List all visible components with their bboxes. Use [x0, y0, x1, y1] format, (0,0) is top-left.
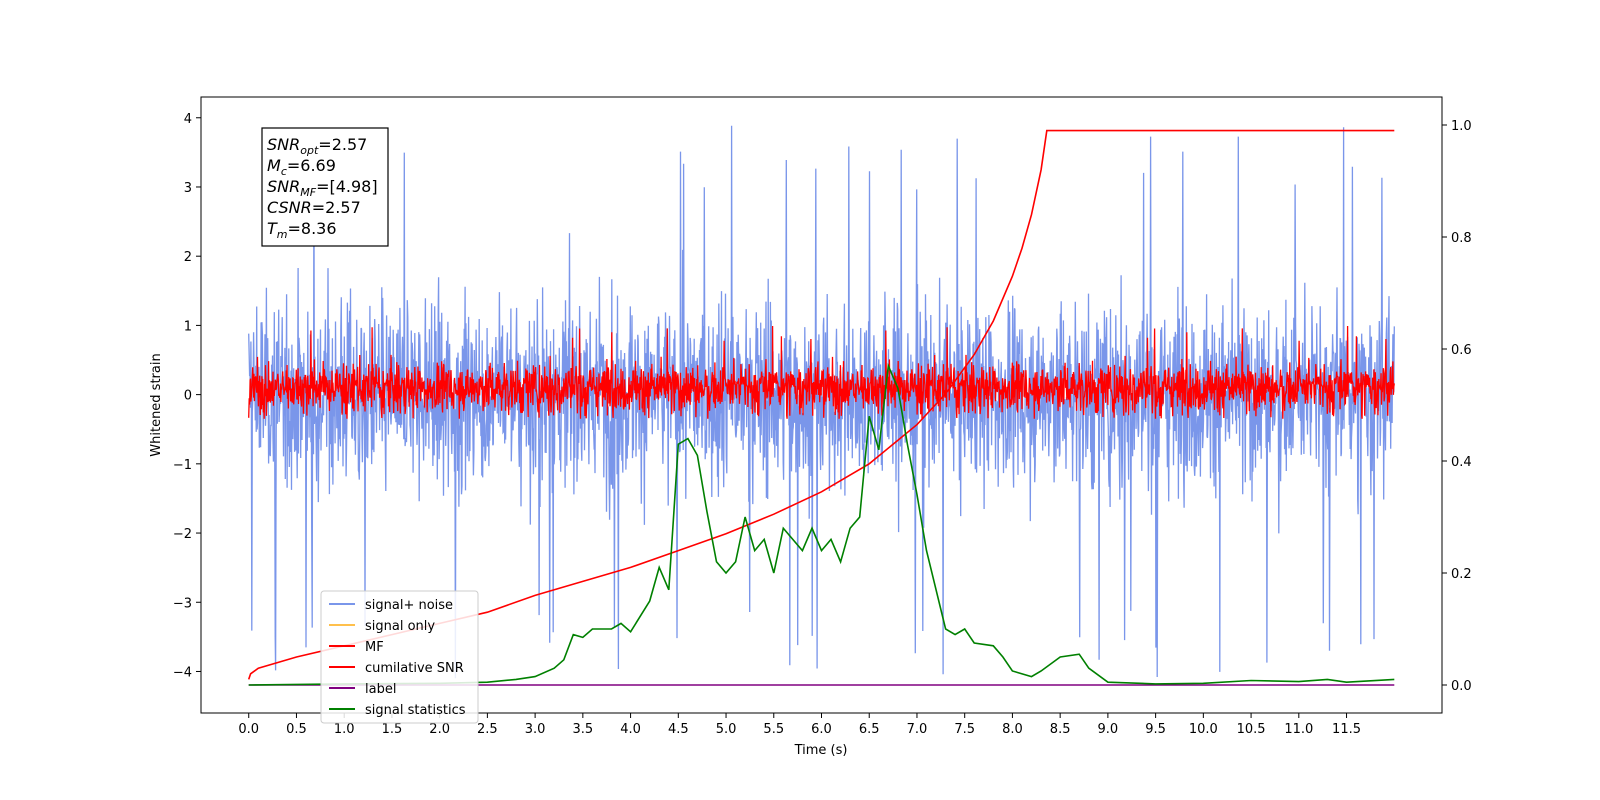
x-tick-label: 10.0	[1189, 722, 1218, 737]
legend-label: label	[365, 682, 396, 697]
y-tick-label: −2	[173, 527, 192, 542]
series-mf	[248, 325, 1395, 419]
y-tick-label: −4	[173, 665, 192, 680]
y-tick-label: 0	[184, 389, 192, 404]
axes: 0.0 0.5 1.0 1.5 2.0 2.5 3.0 3.5 4.0 4.5 5.0 5.5 6.0 6…	[173, 112, 1472, 737]
x-tick-label: 6.0	[811, 722, 832, 737]
x-tick-label: 7.5	[954, 722, 975, 737]
y2-tick-label: 0.2	[1451, 567, 1472, 582]
annotation-line: Mc=6.69	[267, 156, 336, 178]
y2-tick-label: 1.0	[1451, 119, 1472, 134]
annotation-line: CSNR=2.57	[267, 198, 361, 217]
x-tick-label: 5.5	[763, 722, 784, 737]
x-tick-label: 10.5	[1237, 722, 1266, 737]
x-tick-label: 6.5	[859, 722, 880, 737]
legend-label: cumilative SNR	[365, 661, 464, 676]
y2-tick-label: 0.0	[1451, 679, 1472, 694]
y-axis-label: Whitened strain	[149, 353, 164, 456]
y-tick-label: 4	[184, 112, 192, 127]
x-tick-label: 2.0	[429, 722, 450, 737]
x-tick-label: 8.0	[1002, 722, 1023, 737]
y-tick-label: 3	[184, 181, 192, 196]
series-line-mf	[248, 325, 1395, 419]
legend-label: MF	[365, 640, 384, 655]
x-tick-label: 1.0	[334, 722, 355, 737]
y-tick-label: −1	[173, 458, 192, 473]
x-tick-label: 3.5	[573, 722, 594, 737]
y-tick-label: 1	[184, 319, 192, 334]
x-tick-label: 0.5	[286, 722, 307, 737]
annotation-line: Tm=8.36	[267, 219, 337, 241]
x-tick-label: 1.5	[382, 722, 403, 737]
x-tick-label: 2.5	[477, 722, 498, 737]
x-axis-label: Time (s)	[794, 743, 848, 758]
annotation-line: SNRMF=[4.98]	[267, 177, 378, 199]
annotation-line: SNRopt=2.57	[267, 135, 367, 157]
x-tick-label: 0.0	[238, 722, 259, 737]
x-tick-label: 3.0	[525, 722, 546, 737]
annotation-frame	[261, 127, 389, 247]
legend-frame	[320, 590, 479, 724]
x-tick-label: 11.5	[1332, 722, 1361, 737]
x-tick-label: 5.0	[716, 722, 737, 737]
y2-tick-label: 0.6	[1451, 343, 1472, 358]
x-tick-label: 7.0	[907, 722, 928, 737]
x-tick-label: 8.5	[1050, 722, 1071, 737]
series-line-signal-statistics	[248, 362, 1395, 686]
y2-tick-label: 0.4	[1451, 455, 1472, 470]
series-cumilative-snr	[247, 129, 1395, 680]
series-signal-statistics	[248, 362, 1395, 686]
y-tick-label: 2	[184, 250, 192, 265]
x-tick-label: 4.5	[668, 722, 689, 737]
x-tick-label: 9.5	[1145, 722, 1166, 737]
legend-label: signal statistics	[365, 703, 466, 718]
legend-label: signal+ noise	[365, 598, 453, 613]
legend: signal+ noise signal only MF cumilative SNR…	[320, 590, 479, 724]
legend-label: signal only	[365, 619, 435, 634]
x-tick-label: 9.0	[1098, 722, 1119, 737]
y2-tick-label: 0.8	[1451, 231, 1472, 246]
x-tick-label: 4.0	[620, 722, 641, 737]
x-tick-label: 11.0	[1284, 722, 1313, 737]
y-tick-label: −3	[173, 596, 192, 611]
series-line-cumilative-snr	[247, 129, 1395, 680]
